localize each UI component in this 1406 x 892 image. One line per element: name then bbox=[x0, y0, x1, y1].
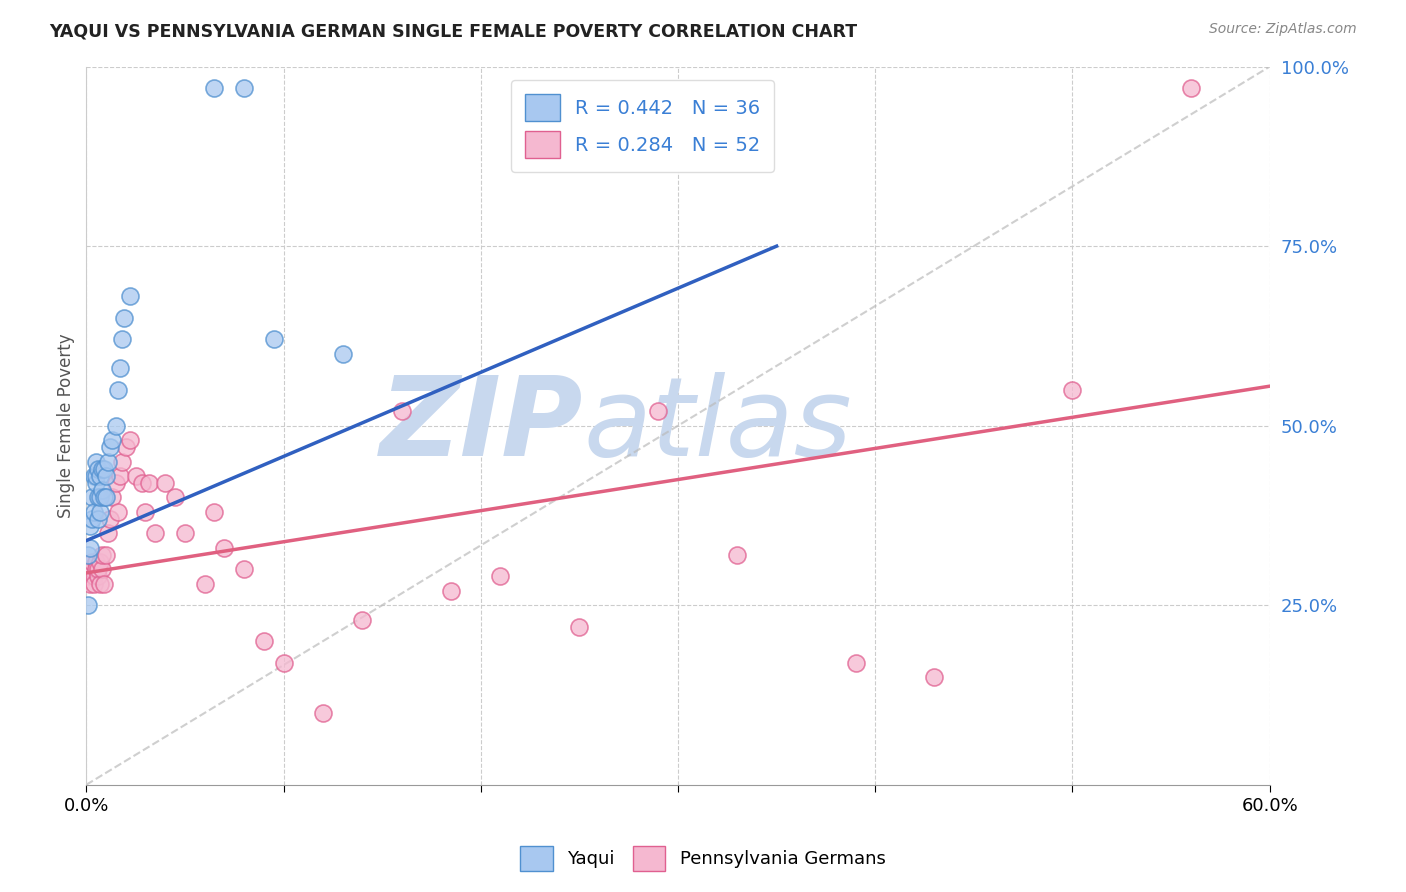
Point bbox=[204, 81, 226, 95]
Text: YAQUI VS PENNSYLVANIA GERMAN SINGLE FEMALE POVERTY CORRELATION CHART: YAQUI VS PENNSYLVANIA GERMAN SINGLE FEMA… bbox=[49, 22, 858, 40]
Point bbox=[94, 491, 117, 505]
Point bbox=[93, 491, 115, 505]
Point bbox=[108, 361, 131, 376]
Point bbox=[91, 462, 114, 476]
Point bbox=[89, 555, 111, 569]
Point bbox=[91, 548, 114, 562]
Point bbox=[87, 462, 110, 476]
Point bbox=[87, 569, 110, 583]
Point bbox=[1180, 81, 1202, 95]
Point bbox=[94, 469, 117, 483]
Point bbox=[647, 404, 669, 418]
Point bbox=[84, 469, 107, 483]
Point bbox=[87, 491, 110, 505]
Point bbox=[352, 613, 374, 627]
Point bbox=[253, 634, 276, 648]
Point bbox=[312, 706, 335, 720]
Point bbox=[94, 548, 117, 562]
Point bbox=[153, 476, 176, 491]
Point bbox=[725, 548, 748, 562]
Point bbox=[79, 541, 101, 555]
Point bbox=[97, 526, 120, 541]
Point bbox=[98, 440, 121, 454]
Point bbox=[233, 81, 256, 95]
Legend: R = 0.442   N = 36, R = 0.284   N = 52: R = 0.442 N = 36, R = 0.284 N = 52 bbox=[510, 80, 775, 172]
Point bbox=[174, 526, 197, 541]
Point bbox=[108, 469, 131, 483]
Point bbox=[83, 505, 105, 519]
Point bbox=[107, 505, 129, 519]
Point bbox=[107, 383, 129, 397]
Point bbox=[568, 620, 591, 634]
Point bbox=[391, 404, 413, 418]
Point bbox=[84, 454, 107, 468]
Point bbox=[83, 569, 105, 583]
Point bbox=[77, 598, 100, 612]
Point bbox=[134, 505, 156, 519]
Point bbox=[194, 576, 217, 591]
Point bbox=[82, 491, 104, 505]
Point bbox=[84, 555, 107, 569]
Point bbox=[84, 562, 107, 576]
Point bbox=[204, 505, 226, 519]
Point bbox=[89, 505, 111, 519]
Point bbox=[165, 491, 187, 505]
Point bbox=[82, 562, 104, 576]
Point bbox=[104, 418, 127, 433]
Point bbox=[77, 548, 100, 562]
Point bbox=[89, 469, 111, 483]
Point bbox=[489, 569, 512, 583]
Point bbox=[111, 333, 134, 347]
Point bbox=[82, 512, 104, 526]
Point bbox=[104, 476, 127, 491]
Point bbox=[273, 656, 295, 670]
Point bbox=[844, 656, 866, 670]
Text: ZIP: ZIP bbox=[380, 372, 583, 479]
Point bbox=[114, 440, 136, 454]
Point bbox=[84, 476, 107, 491]
Point bbox=[440, 583, 463, 598]
Point bbox=[82, 555, 104, 569]
Legend: Yaqui, Pennsylvania Germans: Yaqui, Pennsylvania Germans bbox=[513, 838, 893, 879]
Point bbox=[83, 576, 105, 591]
Point bbox=[118, 289, 141, 303]
Point bbox=[89, 576, 111, 591]
Point bbox=[91, 562, 114, 576]
Point bbox=[131, 476, 153, 491]
Point bbox=[93, 576, 115, 591]
Point bbox=[124, 469, 146, 483]
Point bbox=[143, 526, 166, 541]
Point bbox=[91, 483, 114, 498]
Point bbox=[332, 347, 354, 361]
Point bbox=[263, 333, 285, 347]
Point bbox=[89, 491, 111, 505]
Point bbox=[101, 491, 124, 505]
Text: Source: ZipAtlas.com: Source: ZipAtlas.com bbox=[1209, 22, 1357, 37]
Point bbox=[87, 512, 110, 526]
Point bbox=[233, 562, 256, 576]
Point bbox=[98, 512, 121, 526]
Point bbox=[93, 462, 115, 476]
Point bbox=[83, 469, 105, 483]
Point bbox=[214, 541, 236, 555]
Point bbox=[77, 569, 100, 583]
Point bbox=[79, 562, 101, 576]
Y-axis label: Single Female Poverty: Single Female Poverty bbox=[58, 334, 75, 518]
Point bbox=[924, 670, 946, 684]
Point bbox=[79, 519, 101, 533]
Point bbox=[101, 433, 124, 447]
Point bbox=[1062, 383, 1084, 397]
Point bbox=[111, 454, 134, 468]
Point bbox=[97, 454, 120, 468]
Point bbox=[112, 310, 135, 325]
Point bbox=[87, 562, 110, 576]
Point bbox=[79, 576, 101, 591]
Point bbox=[138, 476, 160, 491]
Point bbox=[118, 433, 141, 447]
Text: atlas: atlas bbox=[583, 372, 852, 479]
